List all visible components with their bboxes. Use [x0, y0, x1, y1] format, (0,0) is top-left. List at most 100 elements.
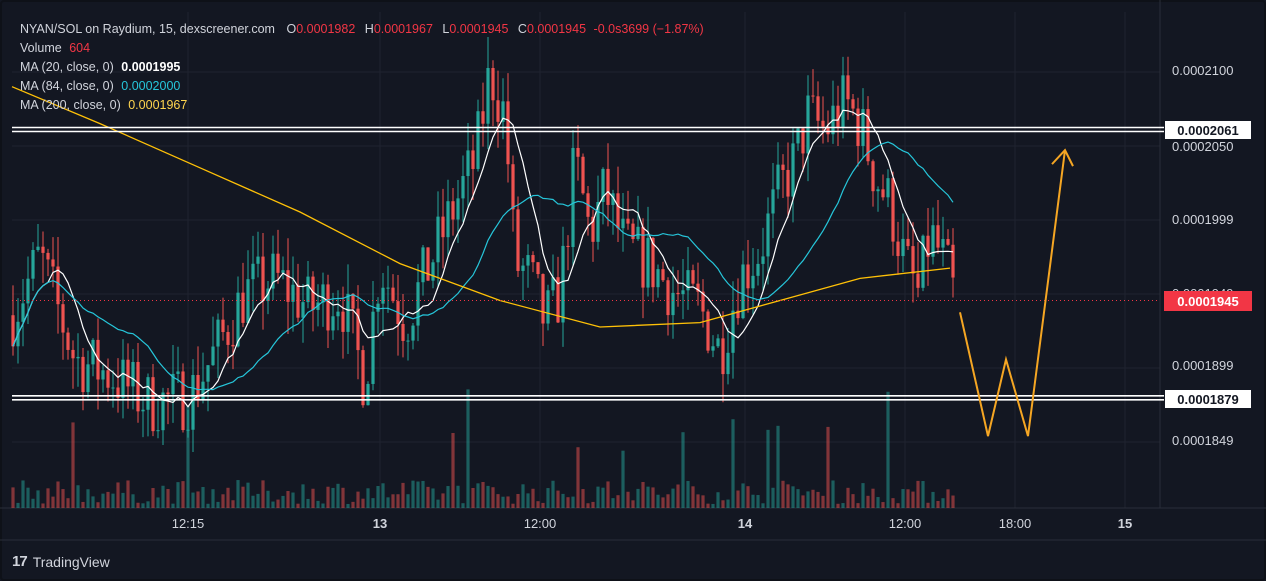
candle-body [361, 350, 365, 406]
volume-bar [921, 481, 925, 508]
volume-bar [756, 495, 760, 508]
candle-body [161, 392, 165, 431]
volume-bar [696, 494, 700, 508]
candle-body [871, 161, 875, 192]
volume-bar [361, 498, 365, 508]
tradingview-brand[interactable]: 17 TradingView [12, 553, 110, 570]
volume-bar [661, 497, 665, 508]
volume-bar [676, 484, 680, 508]
volume-bar [291, 492, 295, 508]
volume-bar [331, 487, 335, 508]
ma200-value: 0.0001967 [128, 98, 188, 112]
volume-bar [896, 503, 900, 508]
volume-bar [421, 480, 425, 508]
volume-bar [781, 480, 785, 508]
volume-bar [491, 487, 495, 508]
volume-bar [741, 483, 745, 508]
candle-body [656, 269, 660, 288]
candle-body [416, 282, 420, 326]
volume-bar [451, 432, 455, 508]
candle-body [171, 373, 175, 395]
volume-bar [951, 495, 955, 508]
volume-bar [141, 503, 145, 508]
candle-body [446, 201, 450, 238]
candle-body [191, 374, 195, 430]
volume-bar [411, 480, 415, 508]
volume-bar [721, 500, 725, 508]
candle-body [296, 284, 300, 318]
volume-bar [936, 500, 940, 508]
candle-body [541, 274, 545, 324]
candle-body [501, 101, 505, 122]
candle-body [141, 409, 145, 412]
candle-body [551, 277, 555, 291]
candle-body [536, 262, 540, 275]
volume-bar [881, 502, 885, 508]
volume-bar [146, 501, 150, 508]
volume-bar [511, 503, 515, 508]
volume-bar [256, 493, 260, 508]
candle-body [851, 99, 855, 109]
candle-body [331, 316, 335, 331]
candle-body [131, 361, 135, 387]
candle-body [766, 213, 770, 257]
volume-bar [671, 488, 675, 508]
open-value: 0.0001982 [296, 22, 356, 36]
tradingview-logo-icon: 17 [12, 553, 28, 570]
candle-body [721, 338, 725, 375]
volume-bar [286, 491, 290, 508]
candle-body [891, 178, 895, 242]
y-tick-label: 0.0002100 [1172, 63, 1234, 78]
candle-body [911, 246, 915, 274]
volume-bar [631, 500, 635, 508]
volume-bar [161, 485, 165, 508]
volume-bar [26, 487, 30, 508]
volume-bar [521, 484, 525, 508]
candle-body [106, 370, 110, 388]
candle-body [726, 352, 730, 375]
volume-bar [806, 491, 810, 508]
candle-body [661, 269, 665, 281]
candle-body [136, 361, 140, 412]
volume-bar [831, 480, 835, 508]
ma84-label: MA (84, close, 0) [20, 79, 114, 93]
candle-body [306, 276, 310, 303]
candle-body [281, 270, 285, 273]
candle-body [666, 280, 670, 316]
candle-body [246, 279, 250, 323]
volume-bar [901, 489, 905, 508]
ma20-label: MA (20, close, 0) [20, 60, 114, 74]
volume-bar [21, 480, 25, 508]
volume-bar [941, 498, 945, 508]
volume-bar [771, 487, 775, 508]
volume-bar [876, 497, 880, 508]
candle-body [486, 67, 490, 124]
candle-body [716, 338, 720, 347]
ma20-line [12, 109, 954, 408]
candle-body [606, 168, 610, 205]
volume-bar [776, 425, 780, 508]
candle-body [166, 392, 170, 395]
candle-body [346, 293, 350, 332]
candle-body [256, 256, 260, 264]
volume-bar [761, 503, 765, 508]
x-tick-label: 14 [737, 516, 753, 531]
candle-body [186, 429, 190, 431]
candle-body [531, 255, 535, 263]
ma200-label: MA (200, close, 0) [20, 98, 121, 112]
volume-bar [341, 487, 345, 508]
volume-bar [386, 497, 390, 508]
candle-body [646, 237, 650, 288]
volume-bar [91, 496, 95, 508]
candle-body [271, 253, 275, 289]
candle-body [491, 67, 495, 101]
volume-bar [266, 490, 270, 508]
candle-body [901, 238, 905, 257]
volume-bar [381, 483, 385, 508]
candle-body [576, 147, 580, 157]
candle-body [116, 387, 120, 398]
candle-body [896, 241, 900, 257]
volume-bar [466, 389, 470, 508]
candle-body [156, 430, 160, 432]
